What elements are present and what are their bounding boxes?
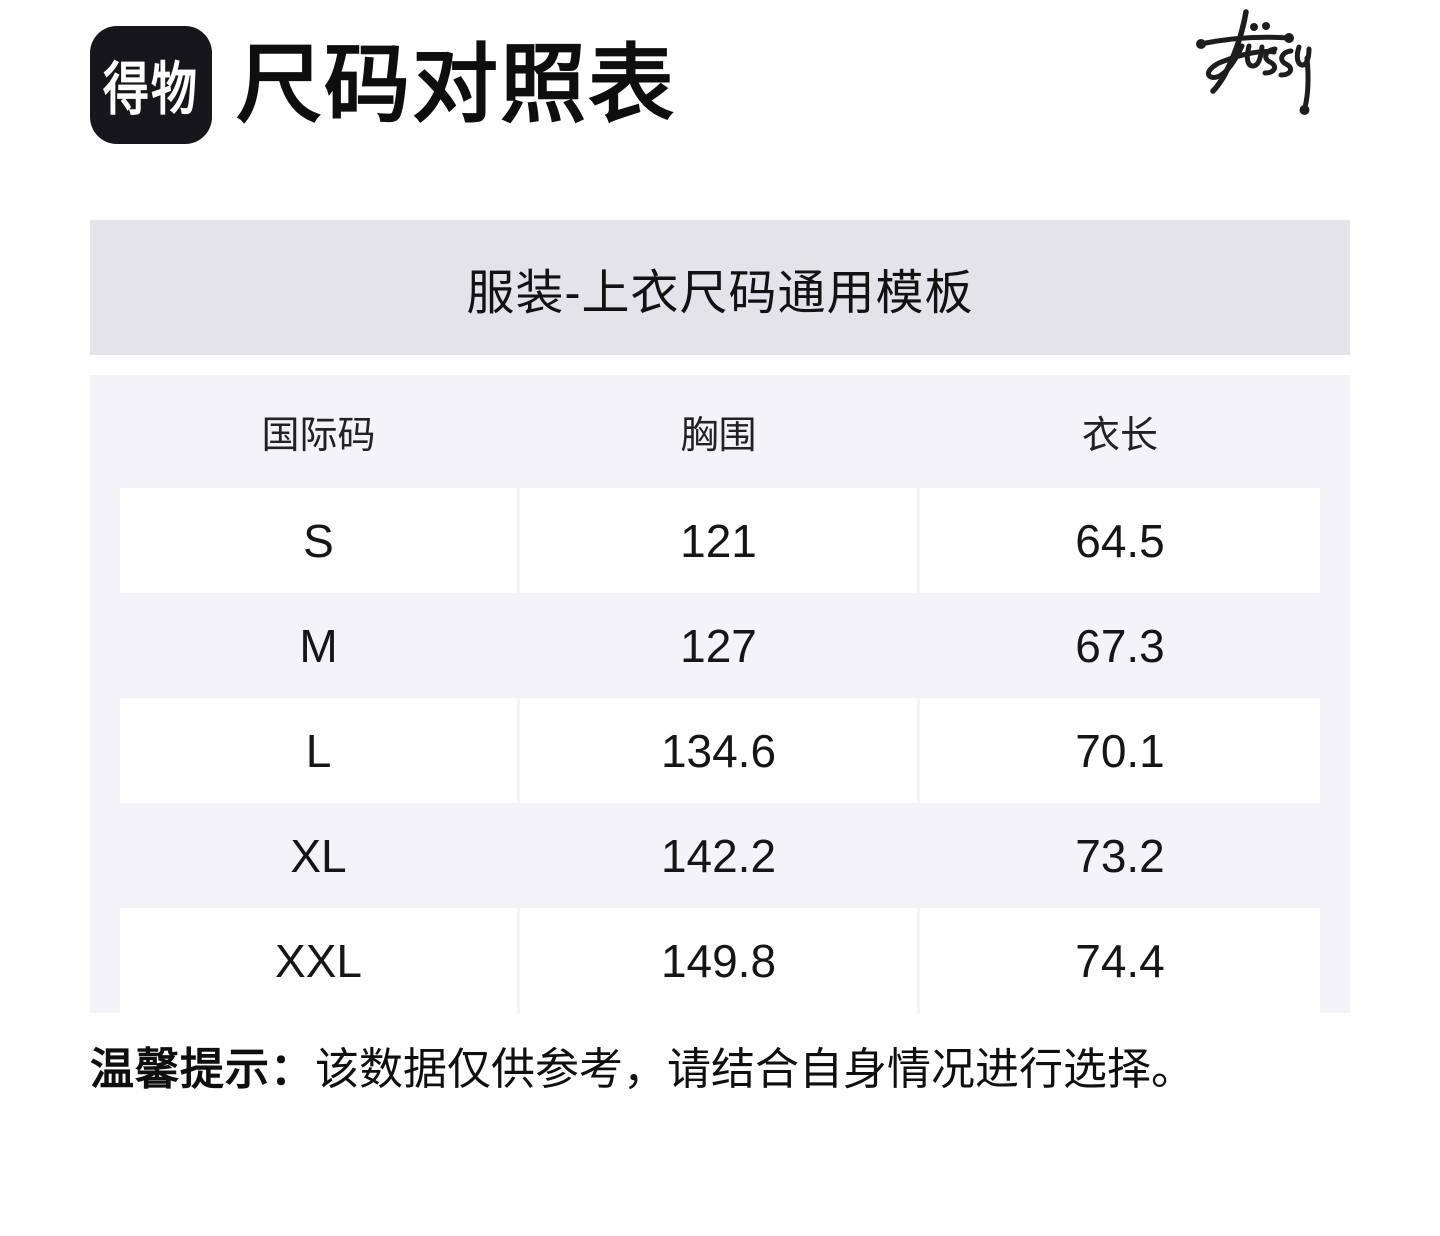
notice: 温馨提示：该数据仅供参考，请结合自身情况进行选择。 <box>90 1040 1380 1099</box>
cell-size: XXL <box>120 908 517 1013</box>
table-row: M 127 67.3 <box>90 593 1350 698</box>
notice-label: 温馨提示： <box>90 1045 315 1094</box>
cell-size: XL <box>290 829 347 882</box>
cell-length: 73.2 <box>1075 829 1165 882</box>
cell-length: 70.1 <box>920 698 1320 803</box>
notice-text: 该数据仅供参考，请结合自身情况进行选择。 <box>315 1045 1195 1094</box>
size-table: 国际码 胸围 衣长 S 121 64.5 M 127 67.3 L 134.6 … <box>90 375 1350 1013</box>
cell-length: 74.4 <box>920 908 1320 1013</box>
table-row: S 121 64.5 <box>90 488 1350 593</box>
dewu-app-logo: 得物 <box>90 26 212 144</box>
cell-chest: 127 <box>680 619 757 672</box>
cell-chest: 149.8 <box>520 908 917 1013</box>
cell-size: L <box>120 698 517 803</box>
cell-size: M <box>299 619 338 672</box>
cell-chest: 121 <box>520 488 917 593</box>
table-row: XL 142.2 73.2 <box>90 803 1350 908</box>
table-header-row: 国际码 胸围 衣长 <box>90 375 1350 488</box>
cell-length: 67.3 <box>1075 619 1165 672</box>
table-row: L 134.6 70.1 <box>90 698 1350 803</box>
cell-chest: 134.6 <box>520 698 917 803</box>
page-title: 尺码对照表 <box>236 37 676 133</box>
cell-size: S <box>120 488 517 593</box>
dewu-logo-text: 得物 <box>103 56 199 122</box>
column-header-chest: 胸围 <box>680 415 757 457</box>
table-row: XXL 149.8 74.4 <box>90 908 1350 1013</box>
cell-length: 64.5 <box>920 488 1320 593</box>
page-header: 得物 尺码对照表 <box>90 25 1350 145</box>
cell-chest: 142.2 <box>660 829 777 882</box>
stussy-signature-icon <box>1196 9 1312 115</box>
column-header-size: 国际码 <box>261 415 376 457</box>
template-banner-title: 服装-上衣尺码通用模板 <box>466 266 974 320</box>
column-header-length: 衣长 <box>1081 415 1158 457</box>
template-banner: 服装-上衣尺码通用模板 <box>90 220 1350 355</box>
